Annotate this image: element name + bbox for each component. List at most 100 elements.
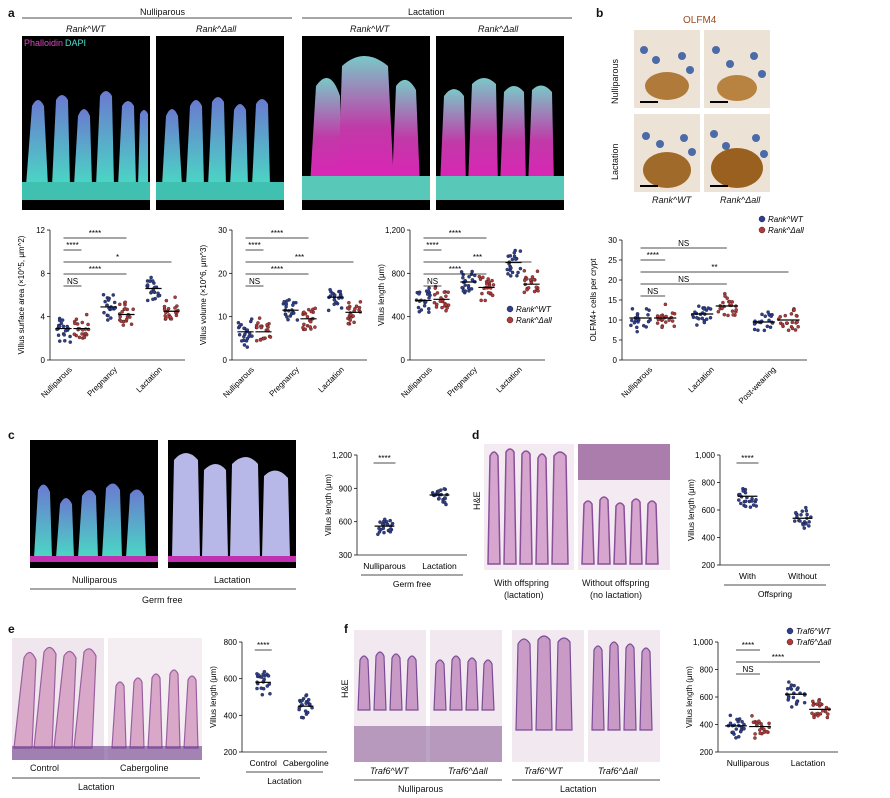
d1-category-label: Without (788, 571, 817, 581)
a2-point (284, 302, 289, 306)
b-geno-wt: Rank^WT (652, 195, 692, 205)
a3-point (460, 285, 464, 290)
a3-point (467, 274, 471, 279)
a2-point (302, 310, 306, 315)
b1-point (789, 312, 794, 316)
a1-ytick-label: 0 (41, 356, 46, 365)
b1-point (691, 315, 696, 320)
a3-point (506, 272, 510, 276)
a3-point (514, 257, 518, 261)
a3-point (434, 305, 439, 309)
f1-legend-label: Traf6^Δall (796, 638, 831, 647)
c1-point (443, 500, 447, 505)
a2-point (301, 325, 305, 330)
a1-point (63, 329, 68, 333)
c1-point (436, 489, 441, 493)
a2-point (326, 308, 331, 313)
a-geno-wt-2: Rank^WT (350, 24, 390, 34)
b1-point (646, 313, 650, 317)
a3-point (535, 269, 540, 274)
e-lactation: Lactation (78, 782, 115, 792)
f-group-lines (354, 779, 660, 781)
a3-category-label: Pregnancy (446, 365, 479, 398)
a3-point (522, 290, 527, 295)
a2-point (306, 307, 311, 312)
e1-point (266, 674, 271, 678)
d1-point (737, 498, 741, 502)
f-traf-delta-1: Traf6^Δall (448, 766, 488, 776)
b1-point (632, 320, 637, 325)
c1-category-label: Nulliparous (363, 561, 406, 571)
f1-point (812, 715, 816, 720)
d1-ytick-label: 800 (702, 479, 716, 488)
f1-point (757, 719, 761, 724)
b1-point (697, 304, 701, 308)
d1-point (794, 510, 798, 515)
a2-point (332, 298, 337, 302)
a1-point (131, 307, 135, 311)
b1-point (793, 328, 798, 332)
e1-point (261, 686, 266, 691)
a3-point (481, 275, 485, 280)
a1-ylabel: Villus surface area (×10^5, μm^2) (17, 235, 26, 354)
a3-point (445, 306, 449, 310)
a2-point (242, 334, 246, 339)
f1-point (762, 730, 766, 735)
a3-point (508, 254, 513, 258)
d1-point (804, 522, 808, 526)
b1-point (716, 309, 721, 314)
e1-category-label: Cabergoline (283, 758, 329, 768)
a2-category-label: Lactation (317, 365, 346, 394)
b1-ytick-label: 30 (608, 236, 617, 245)
a2-point (328, 287, 332, 292)
f1-point (816, 713, 820, 718)
a1-point (120, 309, 124, 314)
b1-category-label: Post-weaning (737, 365, 778, 406)
a3-point (479, 298, 483, 303)
a3-point (435, 291, 440, 295)
b1-point (765, 324, 770, 329)
b1-ytick-label: 15 (608, 296, 617, 305)
a-group-nulliparous: Nulliparous (140, 7, 186, 17)
d1-point (804, 505, 808, 510)
a1-point (151, 279, 155, 283)
e-cabergoline: Cabergoline (120, 763, 169, 773)
a3-ytick-label: 1,200 (385, 226, 406, 235)
b1-point (792, 308, 796, 312)
a1-point (68, 334, 72, 339)
d1-point (747, 499, 752, 504)
f1-point (750, 714, 754, 718)
a3-point (512, 251, 517, 255)
f1-point (762, 727, 766, 732)
d1-ytick-label: 600 (702, 506, 716, 515)
f1-point (740, 719, 744, 724)
f1-point (758, 728, 762, 732)
b1-point (780, 322, 785, 327)
a1-point (106, 313, 110, 318)
a3-point (516, 270, 520, 275)
c1-sig-label: **** (378, 454, 390, 463)
c1-point (383, 517, 387, 522)
a2-point (309, 319, 313, 324)
e1-point (262, 677, 266, 682)
b1-point (795, 320, 799, 324)
c1-ytick-label: 1,200 (332, 451, 353, 460)
b1-point (708, 315, 713, 320)
f1-point (785, 686, 790, 691)
e1-ytick-label: 400 (224, 711, 238, 720)
a1-point (118, 302, 122, 307)
panel-e-label: e (8, 622, 15, 636)
a1-point (103, 299, 107, 304)
b1-point (695, 323, 699, 327)
c1-ytick-label: 900 (339, 484, 353, 493)
d1-point (807, 520, 811, 524)
a2-point (291, 303, 295, 307)
f1-ytick-label: 600 (700, 693, 714, 702)
d1-point (743, 504, 748, 509)
f1-point (787, 680, 791, 684)
a-stain-phalloidin: Phalloidin (24, 38, 64, 48)
a3-point (469, 287, 474, 291)
a2-point (347, 301, 351, 305)
a2-point (338, 289, 343, 294)
b1-ytick-label: 25 (608, 256, 617, 265)
